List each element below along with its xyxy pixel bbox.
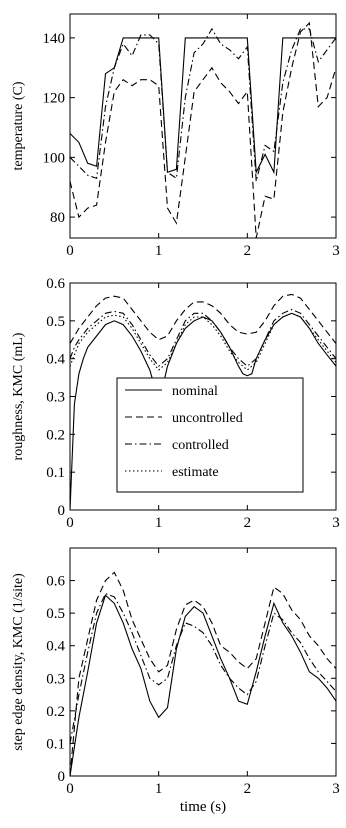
panel-3: 0 1 2 3 0 0.1 0.2 0.3 0.4 0.5 0.6 step edge density… xyxy=(11,547,340,815)
series-line-controlled xyxy=(70,27,336,182)
series-line-controlled xyxy=(70,592,336,744)
legend-label-uncontrolled: uncontrolled xyxy=(172,411,243,426)
y-tick-label: 120 xyxy=(43,91,66,107)
series-line-estimate xyxy=(70,312,336,371)
series-line-uncontrolled xyxy=(70,571,336,776)
x-axis-label: time (s) xyxy=(180,799,226,815)
series-line-nominal xyxy=(70,37,336,175)
x-tick-label: 1 xyxy=(155,781,163,797)
y-tick-label: 0.6 xyxy=(46,574,65,590)
y-tick-label: 0.2 xyxy=(46,427,65,443)
y-tick-label: 0.3 xyxy=(46,671,65,687)
legend-label-estimate: estimate xyxy=(172,465,219,480)
y-tick-label: 0 xyxy=(58,769,66,785)
y-tick-label: 100 xyxy=(43,150,66,166)
legend-label-controlled: controlled xyxy=(172,438,229,453)
x-tick-label: 2 xyxy=(244,515,252,531)
plot-frame xyxy=(69,547,337,777)
y-tick-label: 0.1 xyxy=(46,465,65,481)
panel-1: 0 1 2 3 80 100 120 140 temperature (C) xyxy=(11,13,340,259)
x-tick-label: 2 xyxy=(244,781,252,797)
legend-label-nominal: nominal xyxy=(172,384,218,399)
y-tick-label: 0.4 xyxy=(46,639,65,655)
y-axis-label: roughness, KMC (mL) xyxy=(11,332,26,460)
y-axis-label: temperature (C) xyxy=(11,81,26,170)
legend-box xyxy=(116,377,304,493)
series-line-nominal xyxy=(70,594,336,776)
series-group xyxy=(70,293,336,510)
y-tick-label: 0.3 xyxy=(46,390,65,406)
y-tick-label: 0.5 xyxy=(46,314,65,330)
plot-frame xyxy=(69,13,337,239)
y-tick-label: 0.4 xyxy=(46,352,65,368)
x-tick-label: 2 xyxy=(244,243,252,259)
legend: nominal uncontrolled controlled estimate xyxy=(116,377,304,493)
x-tick-label: 0 xyxy=(66,781,74,797)
x-tick-label: 0 xyxy=(66,243,74,259)
series-group xyxy=(70,21,336,238)
y-tick-label: 0.6 xyxy=(46,276,65,292)
series-line-uncontrolled xyxy=(70,293,336,344)
y-tick-label: 0 xyxy=(58,503,66,519)
series-line-uncontrolled xyxy=(70,21,336,238)
y-tick-label: 0.2 xyxy=(46,704,65,720)
x-tick-label: 1 xyxy=(155,243,163,259)
x-tick-label: 3 xyxy=(332,515,340,531)
y-tick-label: 0.1 xyxy=(46,736,65,752)
y-tick-label: 80 xyxy=(50,210,65,226)
panel-2: 0 1 2 3 0 0.1 0.2 0.3 0.4 0.5 0.6 roughness, KMC (m… xyxy=(11,276,340,531)
x-tick-label: 1 xyxy=(155,515,163,531)
y-axis-label: step edge density, KMC (1/site) xyxy=(11,573,26,751)
x-tick-label: 3 xyxy=(332,243,340,259)
x-tick-label: 0 xyxy=(66,515,74,531)
x-tick-label: 3 xyxy=(332,781,340,797)
series-group xyxy=(70,571,336,776)
series-line-controlled xyxy=(70,308,336,367)
y-tick-label: 0.5 xyxy=(46,606,65,622)
y-tick-label: 140 xyxy=(43,31,66,47)
